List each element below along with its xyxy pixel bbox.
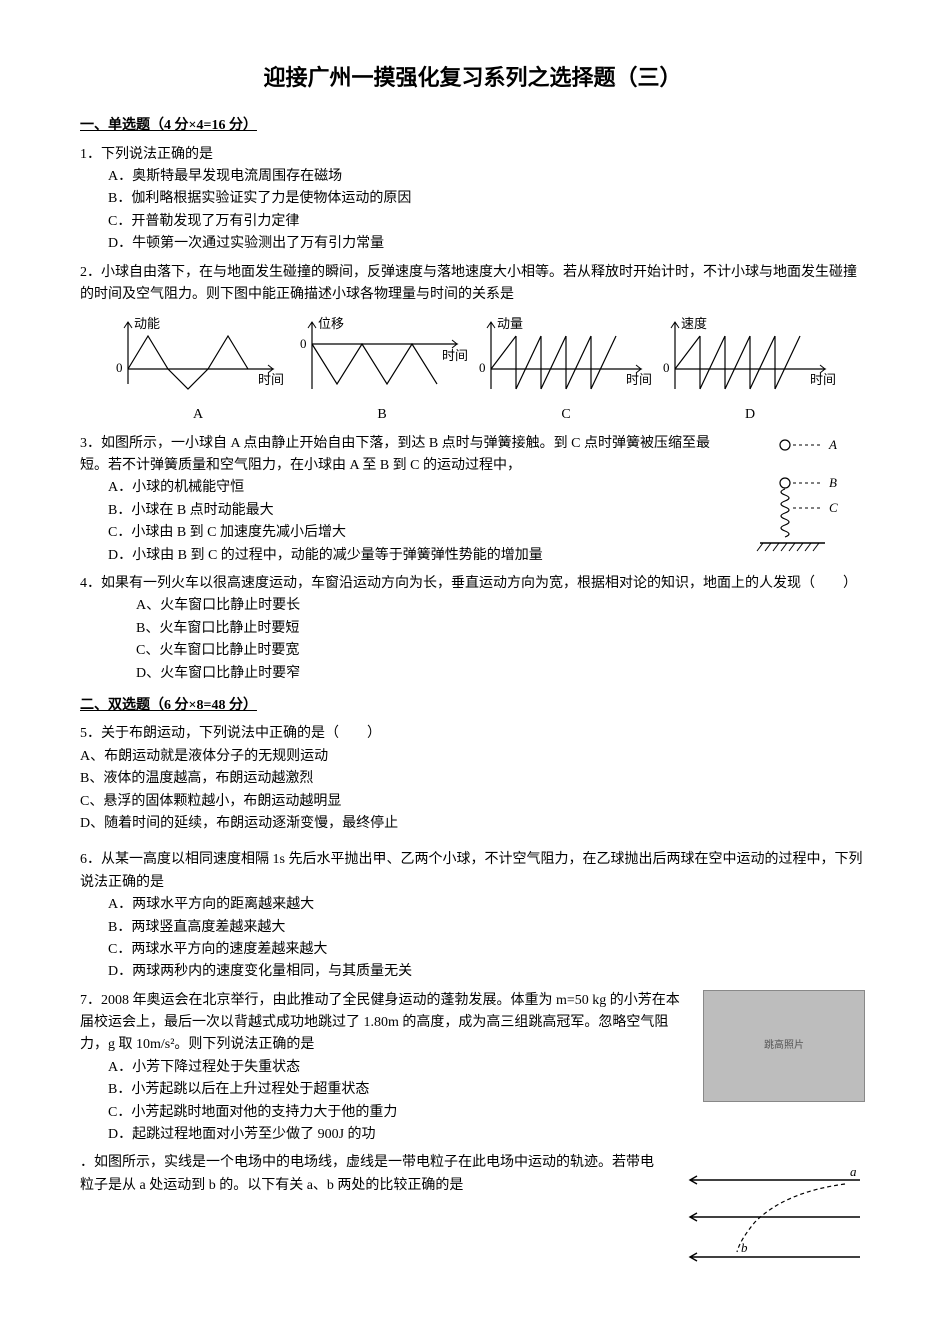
svg-text:0: 0 <box>116 360 123 375</box>
q5-stem: 5．关于布朗运动，下列说法中正确的是（ ） <box>80 723 865 745</box>
svg-text:0: 0 <box>479 360 486 375</box>
q7-optA: A．小芳下降过程处于失重状态 <box>108 1057 685 1079</box>
q2-chartD: 速度 时间 0 D <box>660 314 840 426</box>
q2-stem: 2．小球自由落下，在与地面发生碰撞的瞬间，反弹速度与落地速度大小相等。若从释放时… <box>80 262 865 307</box>
q4-optA: A、火车窗口比静止时要长 <box>136 595 865 617</box>
section1-header: 一、单选题（4 分×4=16 分） <box>80 115 865 137</box>
q7-optC: C．小芳起跳时地面对他的支持力大于他的重力 <box>108 1102 685 1124</box>
chartC-label: C <box>476 404 656 426</box>
chartA-xlabel: 时间 <box>258 372 284 387</box>
q4-optD: D、火车窗口比静止时要窄 <box>136 663 865 685</box>
q4-optC: C、火车窗口比静止时要宽 <box>136 640 865 662</box>
q6-optC: C．两球水平方向的速度差越来越大 <box>108 939 865 961</box>
q3-optB: B．小球在 B 点时动能最大 <box>108 500 725 522</box>
q6-stem: 6．从某一高度以相同速度相隔 1s 先后水平抛出甲、乙两个小球，不计空气阻力，在… <box>80 849 865 894</box>
q6-optA: A．两球水平方向的距离越来越大 <box>108 894 865 916</box>
q1-stem: 1．下列说法正确的是 <box>80 144 865 166</box>
chartC-ylabel: 动量 <box>497 316 523 331</box>
q2-chartB: 位移 时间 0 B <box>292 314 472 426</box>
q1-optD: D．牛顿第一次通过实验测出了万有引力常量 <box>108 233 865 255</box>
q8-figure: a b <box>675 1162 865 1272</box>
q5-optC: C、悬浮的固体颗粒越小，布朗运动越明显 <box>80 791 865 813</box>
q1-optC: C．开普勒发现了万有引力定律 <box>108 211 865 233</box>
chartD-label: D <box>660 404 840 426</box>
q4-stem: 4．如果有一列火车以很高速度运动，车窗沿运动方向为长，垂直运动方向为宽，根据相对… <box>80 573 865 595</box>
chartA-label: A <box>108 404 288 426</box>
q2-charts: 动能 时间 0 A 位移 时间 0 B 动量 <box>108 314 865 426</box>
q6-optB: B．两球竖直高度差越来越大 <box>108 917 865 939</box>
q4-optB: B、火车窗口比静止时要短 <box>136 618 865 640</box>
q7-optD: D．起跳过程地面对小芳至少做了 900J 的功 <box>108 1124 685 1146</box>
q3-labelA: A <box>828 437 837 452</box>
q7-photo: 跳高照片 <box>703 990 865 1102</box>
chartB-label: B <box>292 404 472 426</box>
q5-optB: B、液体的温度越高，布朗运动越激烈 <box>80 768 865 790</box>
page-title: 迎接广州一摸强化复习系列之选择题（三） <box>80 60 865 95</box>
q1-optA: A．奥斯特最早发现电流周围存在磁场 <box>108 166 865 188</box>
q8-label-b: b <box>741 1240 748 1255</box>
q6-optD: D．两球两秒内的速度变化量相同，与其质量无关 <box>108 961 865 983</box>
q3-labelC: C <box>829 500 838 515</box>
q3-figure: A B C <box>745 433 865 573</box>
chartC-xlabel: 时间 <box>626 372 652 387</box>
chartA-ylabel: 动能 <box>134 316 160 331</box>
chartB-xlabel: 时间 <box>442 348 468 363</box>
q8-label-a: a <box>850 1164 857 1179</box>
q5-optA: A、布朗运动就是液体分子的无规则运动 <box>80 746 865 768</box>
q1-optB: B．伽利略根据实验证实了力是使物体运动的原因 <box>108 188 865 210</box>
q5-optD: D、随着时间的延续，布朗运动逐渐变慢，最终停止 <box>80 813 865 835</box>
q7-optB: B．小芳起跳以后在上升过程处于超重状态 <box>108 1079 685 1101</box>
chartB-ylabel: 位移 <box>318 316 344 331</box>
q3-optC: C．小球由 B 到 C 加速度先减小后增大 <box>108 522 725 544</box>
chartD-xlabel: 时间 <box>810 372 836 387</box>
svg-text:0: 0 <box>663 360 670 375</box>
q2-chartA: 动能 时间 0 A <box>108 314 288 426</box>
q2-chartC: 动量 时间 0 C <box>476 314 656 426</box>
q3-stem: 3．如图所示，一小球自 A 点由静止开始自由下落，到达 B 点时与弹簧接触。到 … <box>80 433 725 478</box>
q3-labelB: B <box>829 475 837 490</box>
q3-optA: A．小球的机械能守恒 <box>108 477 725 499</box>
q7-stem: 7．2008 年奥运会在北京举行，由此推动了全民健身运动的蓬勃发展。体重为 m=… <box>80 990 685 1057</box>
q8-stem: ．如图所示，实线是一个电场中的电场线，虚线是一带电粒子在此电场中运动的轨迹。若带… <box>80 1152 665 1197</box>
chartD-ylabel: 速度 <box>681 316 707 331</box>
section2-header: 二、双选题（6 分×8=48 分） <box>80 695 865 717</box>
svg-text:0: 0 <box>300 336 307 351</box>
